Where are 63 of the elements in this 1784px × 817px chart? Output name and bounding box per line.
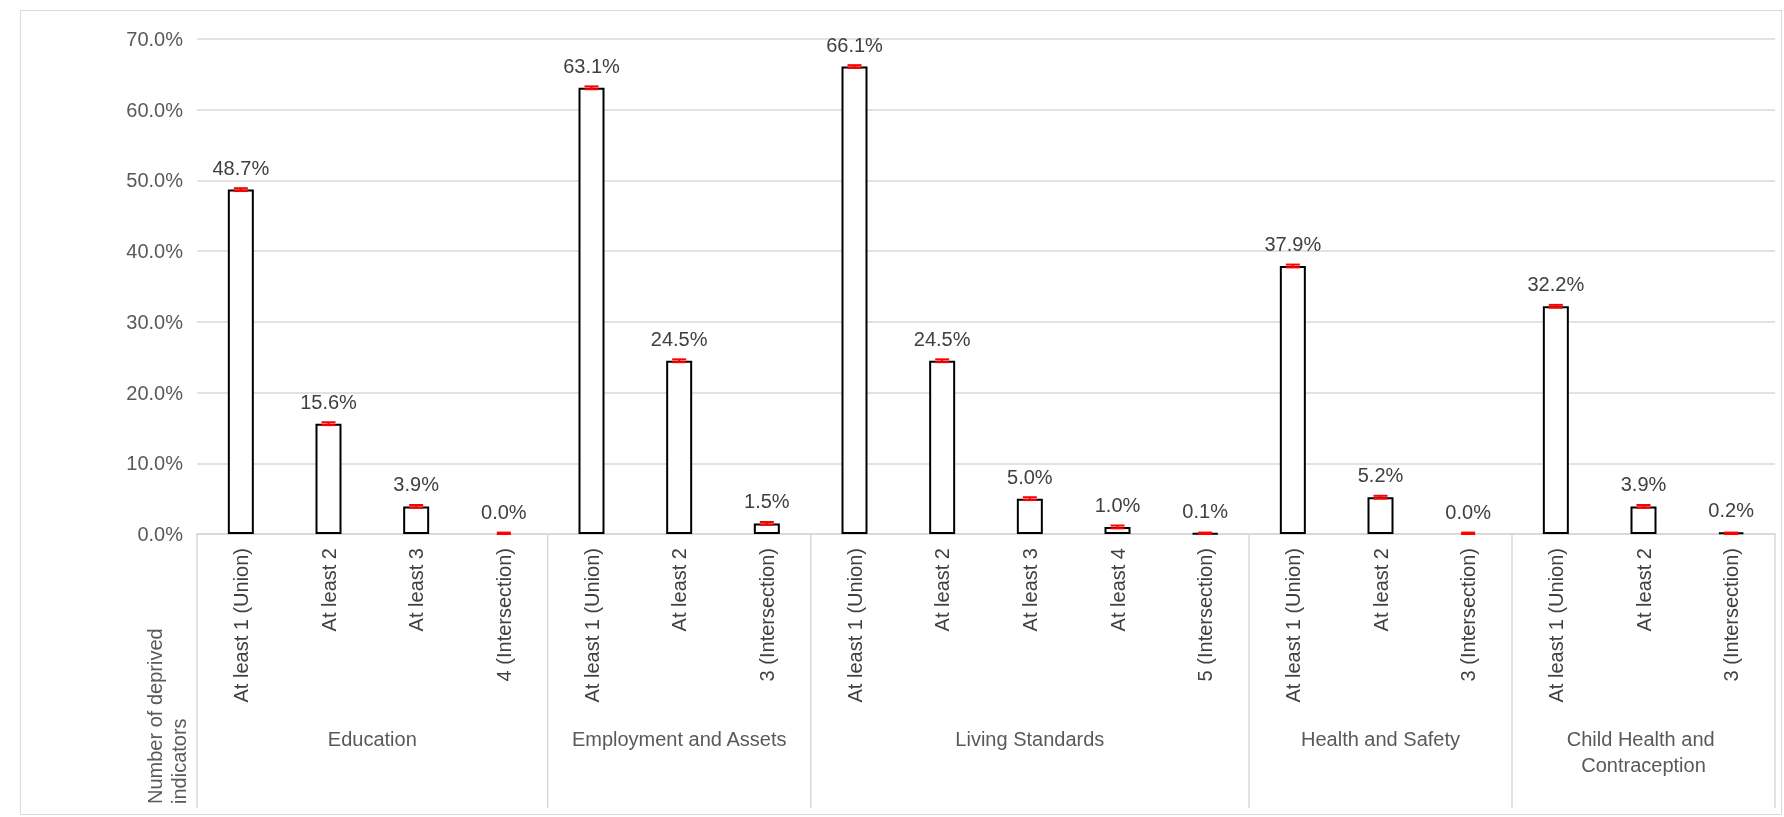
x-tick-label: 4 (Intersection) [492, 548, 515, 682]
data-label: 24.5% [650, 327, 708, 350]
x-tick-label: At least 4 [1106, 548, 1129, 632]
data-label: 3.9% [393, 473, 440, 496]
text: Employment and Assets [571, 728, 787, 750]
bar [666, 360, 693, 534]
text: Education [327, 728, 417, 750]
data-label: 48.7% [212, 156, 270, 179]
y-tick-label: 0.0% [137, 523, 184, 545]
data-label: 32.2% [1527, 273, 1585, 296]
bar [227, 189, 254, 534]
data-label: 1.0% [1094, 493, 1141, 516]
bar [315, 423, 342, 534]
data-label: 0.0% [481, 501, 527, 523]
x-tick-label: 3 (Intersection) [1457, 548, 1480, 682]
x-tick-label: 3 (Intersection) [755, 548, 778, 682]
data-label: 0.2% [1708, 499, 1755, 522]
data-label: 1.5% [744, 490, 790, 513]
bar [841, 66, 868, 534]
y-tick-label: 10.0% [126, 452, 184, 475]
bar [403, 506, 430, 534]
x-tick-label: 5 (Intersection) [1194, 548, 1217, 682]
text: Child Health and Contraception [1566, 728, 1721, 776]
data-label: 66.1% [826, 33, 884, 56]
x-tick-label: At least 2 [1632, 548, 1655, 632]
bar [1630, 506, 1657, 534]
data-label: 5.0% [1007, 465, 1053, 488]
text: Health and Safety [1301, 728, 1460, 750]
y-tick-label: 50.0% [126, 169, 184, 192]
bar [1542, 306, 1569, 534]
data-label: 3.9% [1620, 473, 1667, 496]
y-tick-label: 30.0% [126, 310, 184, 333]
bar [578, 87, 605, 534]
bar [1016, 498, 1043, 534]
data-label: 0.0% [1445, 501, 1492, 523]
bar [929, 360, 956, 534]
bar [1279, 265, 1306, 534]
data-label: 5.2% [1357, 464, 1404, 487]
x-tick-label: At least 1 (Union) [1281, 548, 1304, 703]
x-tick-label: At least 3 [405, 548, 428, 632]
x-tick-label: At least 1 (Union) [580, 548, 603, 703]
x-tick-label: 3 (Intersection) [1720, 548, 1743, 682]
text: Living Standards [955, 728, 1105, 750]
text: Number of deprived indicators [144, 622, 190, 804]
data-label: 63.1% [563, 54, 621, 77]
y-tick-label: 70.0% [126, 28, 184, 50]
data-label: 15.6% [300, 390, 358, 413]
x-tick-label: At least 2 [317, 548, 340, 632]
bar [1367, 497, 1394, 534]
data-label: 37.9% [1264, 232, 1322, 255]
y-tick-label: 20.0% [126, 381, 184, 404]
bar [1104, 526, 1131, 534]
x-tick-label: At least 1 (Union) [1544, 548, 1567, 703]
x-tick-label: At least 2 [668, 548, 691, 632]
data-label: 0.1% [1182, 499, 1229, 522]
y-tick-label: 60.0% [126, 98, 184, 121]
x-tick-label: At least 1 (Union) [843, 548, 866, 703]
data-label: 24.5% [913, 327, 971, 350]
x-tick-label: At least 2 [931, 548, 954, 632]
x-tick-label: At least 2 [1369, 548, 1392, 632]
y-tick-label: 40.0% [126, 240, 184, 263]
x-tick-label: At least 3 [1018, 548, 1041, 632]
x-tick-label: At least 1 (Union) [229, 548, 252, 703]
